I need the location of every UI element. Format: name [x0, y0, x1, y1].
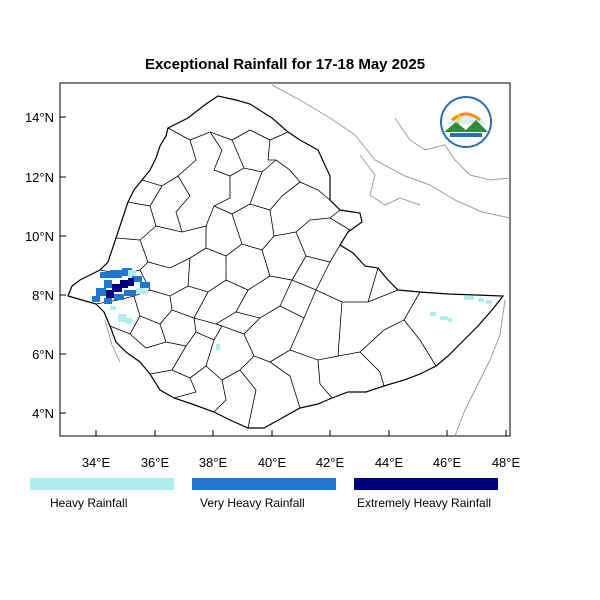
- legend-label: Heavy Rainfall: [50, 496, 127, 510]
- rainfall-cell-very-heavy: [114, 294, 124, 300]
- rainfall-cell-extremely-heavy: [120, 280, 128, 288]
- rainfall-cell-very-heavy: [140, 282, 150, 288]
- lon-tick-label: 36°E: [141, 455, 170, 470]
- lon-tick-label: 40°E: [258, 455, 287, 470]
- rainfall-cell-heavy: [430, 312, 436, 316]
- tick-marks: [60, 116, 507, 436]
- lat-tick-label: 6°N: [32, 347, 54, 362]
- rainfall-cell-very-heavy: [110, 270, 122, 278]
- rainfall-cell-heavy: [216, 344, 220, 350]
- rainfall-cell-very-heavy: [124, 290, 136, 296]
- legend-label: Extremely Heavy Rainfall: [357, 496, 491, 510]
- rainfall-cell-extremely-heavy: [106, 290, 114, 298]
- rainfall-cell-heavy: [118, 314, 126, 322]
- rainfall-cell-extremely-heavy: [112, 284, 122, 292]
- lat-tick-label: 12°N: [25, 170, 54, 185]
- lon-tick-label: 42°E: [316, 455, 345, 470]
- rainfall-cell-heavy: [464, 296, 474, 300]
- rainfall-cell-heavy: [110, 306, 116, 310]
- rainfall-cell-extremely-heavy: [128, 278, 134, 286]
- legend-label: Very Heavy Rainfall: [200, 496, 305, 510]
- legend-swatch-very-heavy: [192, 478, 336, 490]
- rainfall-cell-very-heavy: [100, 272, 110, 278]
- lon-tick-label: 34°E: [82, 455, 111, 470]
- rainfall-cell-heavy: [440, 316, 448, 320]
- rainfall-cell-heavy: [136, 288, 144, 294]
- zone-boundaries: [95, 127, 437, 429]
- lat-tick-label: 10°N: [25, 229, 54, 244]
- rainfall-cell-very-heavy: [132, 276, 142, 282]
- lon-tick-label: 44°E: [375, 455, 404, 470]
- rainfall-cell-heavy: [448, 318, 452, 322]
- lat-tick-label: 8°N: [32, 288, 54, 303]
- rainfall-cell-very-heavy: [104, 298, 112, 304]
- lat-tick-label: 14°N: [25, 110, 54, 125]
- neighbor-borders: [104, 84, 511, 437]
- rainfall-cell-heavy: [486, 300, 492, 304]
- rainfall-cell-heavy: [478, 298, 484, 302]
- institute-logo: [440, 96, 492, 148]
- rainfall-cell-very-heavy: [122, 268, 132, 276]
- rainfall-cell-heavy: [126, 318, 132, 324]
- rainfall-cells: [92, 268, 492, 350]
- rainfall-cell-heavy: [142, 290, 148, 294]
- lon-tick-label: 46°E: [433, 455, 462, 470]
- map-title: Exceptional Rainfall for 17-18 May 2025: [144, 56, 426, 73]
- lon-tick-label: 38°E: [199, 455, 228, 470]
- lat-tick-label: 4°N: [32, 406, 54, 421]
- rainfall-cell-very-heavy: [104, 280, 112, 288]
- rainfall-cell-heavy: [128, 270, 136, 278]
- rainfall-cell-very-heavy: [96, 288, 106, 296]
- lon-tick-label: 48°E: [492, 455, 521, 470]
- legend-swatch-extremely-heavy: [354, 478, 498, 490]
- rainfall-cell-very-heavy: [92, 296, 100, 302]
- legend-swatch-heavy: [30, 478, 174, 490]
